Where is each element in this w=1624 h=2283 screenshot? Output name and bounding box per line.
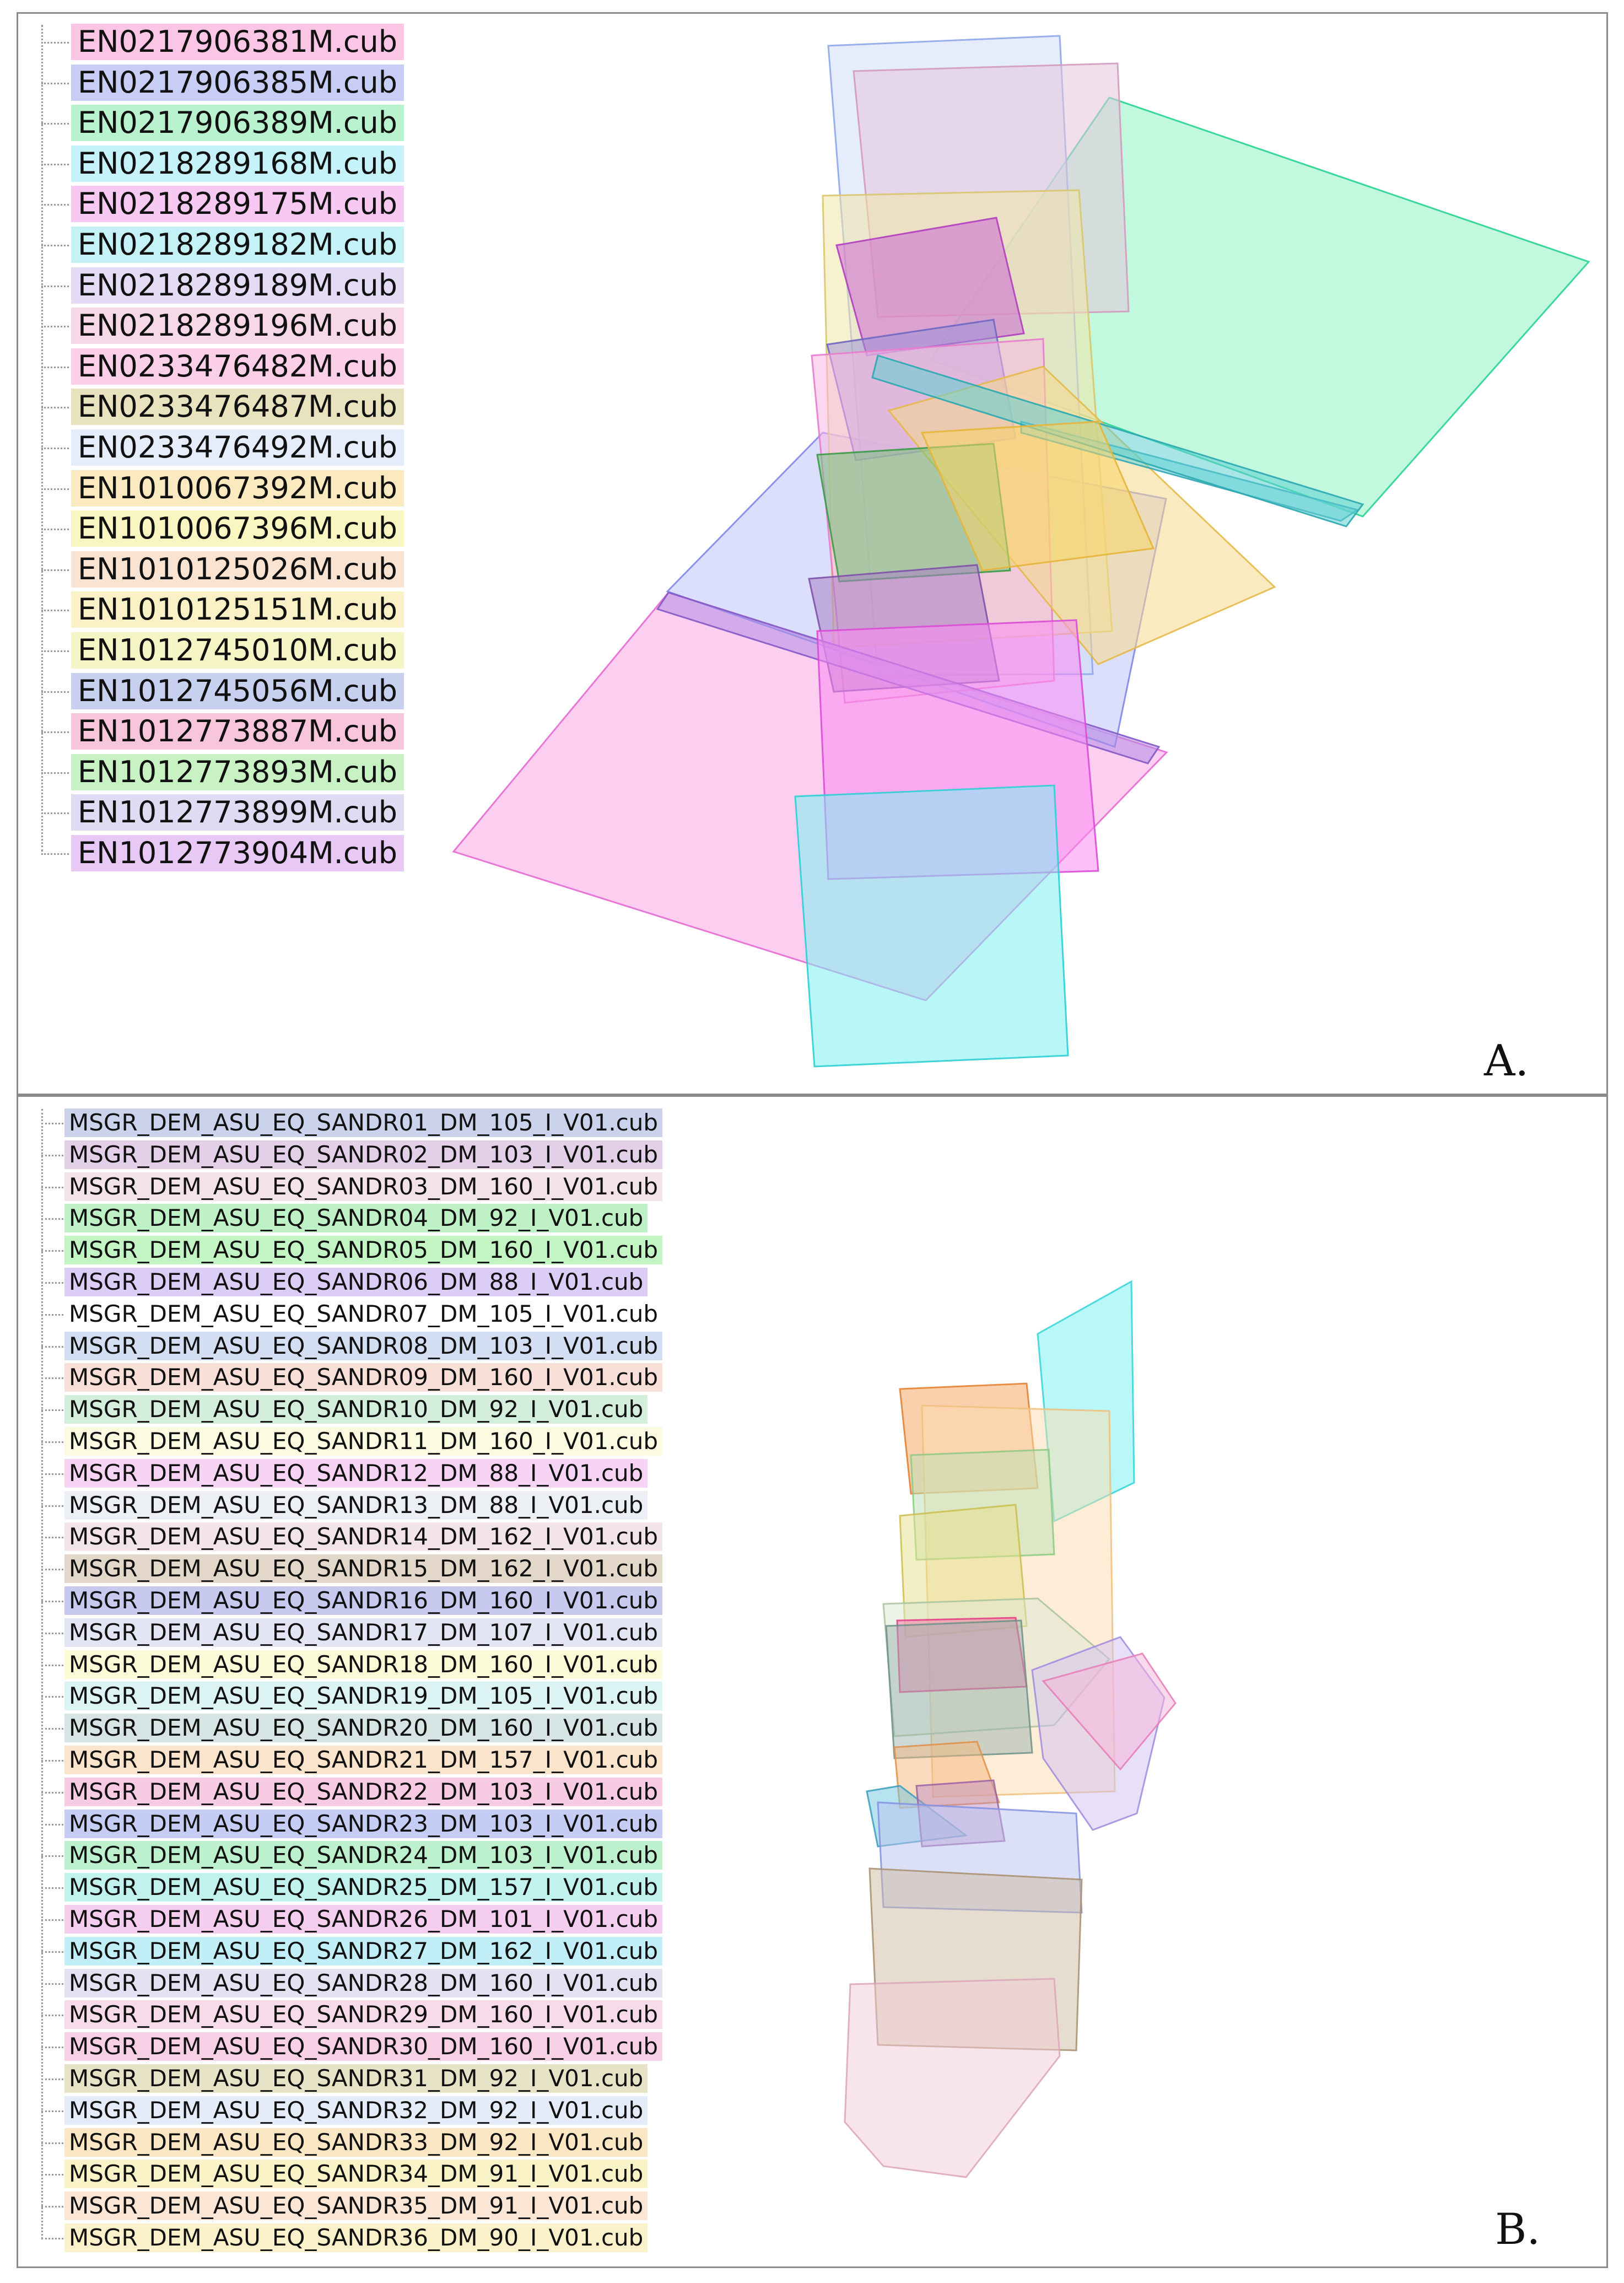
panel-label-b: B. — [1495, 2205, 1541, 2254]
file-label[interactable]: MSGR_DEM_ASU_EQ_SANDR20_DM_160_I_V01.cub — [64, 1714, 663, 1743]
tree-guide-line — [41, 25, 43, 852]
file-label[interactable]: MSGR_DEM_ASU_EQ_SANDR19_DM_105_I_V01.cub — [64, 1682, 663, 1711]
file-label[interactable]: MSGR_DEM_ASU_EQ_SANDR07_DM_105_I_V01.cub — [64, 1299, 663, 1328]
file-label[interactable]: EN0218289189M.cub — [71, 267, 404, 304]
file-label[interactable]: EN0217906381M.cub — [71, 24, 404, 60]
footprint-polygon — [844, 1978, 1061, 2178]
file-label[interactable]: MSGR_DEM_ASU_EQ_SANDR05_DM_160_I_V01.cub — [64, 1236, 663, 1265]
file-label[interactable]: EN0218289168M.cub — [71, 145, 404, 182]
footprint-view-panel-a: EN0217906381M.cub EN0217906385M.cub EN02… — [17, 12, 1608, 1095]
file-label[interactable]: EN1010067392M.cub — [71, 470, 404, 507]
file-label[interactable]: MSGR_DEM_ASU_EQ_SANDR28_DM_160_I_V01.cub — [64, 1968, 663, 1997]
footprint-polygon — [871, 354, 1364, 527]
footprint-group-a — [452, 35, 1590, 1068]
file-label[interactable]: MSGR_DEM_ASU_EQ_SANDR24_DM_103_I_V01.cub — [64, 1841, 663, 1870]
file-label[interactable]: MSGR_DEM_ASU_EQ_SANDR16_DM_160_I_V01.cub — [64, 1586, 663, 1615]
tree-guide-line — [41, 1109, 43, 2239]
file-label[interactable]: MSGR_DEM_ASU_EQ_SANDR35_DM_91_I_V01.cub — [64, 2192, 648, 2221]
file-label[interactable]: EN0218289175M.cub — [71, 186, 404, 223]
file-label[interactable]: MSGR_DEM_ASU_EQ_SANDR17_DM_107_I_V01.cub — [64, 1618, 663, 1647]
file-label[interactable]: MSGR_DEM_ASU_EQ_SANDR22_DM_103_I_V01.cub — [64, 1777, 663, 1806]
file-label[interactable]: MSGR_DEM_ASU_EQ_SANDR33_DM_92_I_V01.cub — [64, 2128, 648, 2157]
file-label[interactable]: MSGR_DEM_ASU_EQ_SANDR30_DM_160_I_V01.cub — [64, 2032, 663, 2061]
file-label[interactable]: MSGR_DEM_ASU_EQ_SANDR25_DM_157_I_V01.cub — [64, 1873, 663, 1902]
file-label[interactable]: MSGR_DEM_ASU_EQ_SANDR09_DM_160_I_V01.cub — [64, 1363, 663, 1392]
file-label[interactable]: MSGR_DEM_ASU_EQ_SANDR27_DM_162_I_V01.cub — [64, 1936, 663, 1966]
file-label[interactable]: MSGR_DEM_ASU_EQ_SANDR01_DM_105_I_V01.cub — [64, 1108, 663, 1137]
file-label[interactable]: EN1012773904M.cub — [71, 834, 404, 871]
file-label[interactable]: MSGR_DEM_ASU_EQ_SANDR12_DM_88_I_V01.cub — [64, 1458, 648, 1488]
footprint-canvas-b[interactable] — [18, 1097, 1608, 2268]
file-label[interactable]: MSGR_DEM_ASU_EQ_SANDR14_DM_162_I_V01.cub — [64, 1522, 663, 1552]
file-label[interactable]: EN1010125151M.cub — [71, 591, 404, 628]
file-label[interactable]: EN0233476482M.cub — [71, 348, 404, 385]
file-label[interactable]: EN0233476492M.cub — [71, 429, 404, 466]
footprint-polygon — [920, 421, 1155, 572]
panel-label-a: A. — [1484, 1036, 1529, 1086]
file-label[interactable]: MSGR_DEM_ASU_EQ_SANDR10_DM_92_I_V01.cub — [64, 1395, 648, 1424]
footprint-polygon — [1042, 1652, 1177, 1771]
file-label[interactable]: EN1012773887M.cub — [71, 713, 404, 750]
file-label[interactable]: EN1010125026M.cub — [71, 551, 404, 588]
file-label[interactable]: EN1012745010M.cub — [71, 632, 404, 669]
file-label[interactable]: MSGR_DEM_ASU_EQ_SANDR21_DM_157_I_V01.cub — [64, 1745, 663, 1774]
footprint-view-panel-b: MSGR_DEM_ASU_EQ_SANDR01_DM_105_I_V01.cub… — [17, 1095, 1608, 2268]
file-label[interactable]: MSGR_DEM_ASU_EQ_SANDR31_DM_92_I_V01.cub — [64, 2064, 648, 2093]
footprint-canvas-a[interactable] — [18, 14, 1608, 1095]
file-label[interactable]: MSGR_DEM_ASU_EQ_SANDR02_DM_103_I_V01.cub — [64, 1140, 663, 1169]
file-label[interactable]: MSGR_DEM_ASU_EQ_SANDR34_DM_91_I_V01.cub — [64, 2160, 648, 2189]
file-label[interactable]: MSGR_DEM_ASU_EQ_SANDR11_DM_160_I_V01.cub — [64, 1426, 663, 1456]
footprint-polygon — [885, 1619, 1033, 1759]
file-label[interactable]: MSGR_DEM_ASU_EQ_SANDR06_DM_88_I_V01.cub — [64, 1267, 648, 1296]
footprint-group-b — [844, 1280, 1177, 2178]
file-label[interactable]: EN1012773899M.cub — [71, 794, 404, 831]
file-label[interactable]: MSGR_DEM_ASU_EQ_SANDR36_DM_90_I_V01.cub — [64, 2223, 648, 2252]
file-label[interactable]: EN1012745056M.cub — [71, 672, 404, 709]
file-label[interactable]: MSGR_DEM_ASU_EQ_SANDR15_DM_162_I_V01.cub — [64, 1554, 663, 1584]
file-label[interactable]: EN0217906389M.cub — [71, 105, 404, 142]
file-label[interactable]: MSGR_DEM_ASU_EQ_SANDR18_DM_160_I_V01.cub — [64, 1650, 663, 1679]
file-label[interactable]: MSGR_DEM_ASU_EQ_SANDR32_DM_92_I_V01.cub — [64, 2096, 648, 2125]
file-label[interactable]: EN0218289196M.cub — [71, 308, 404, 344]
file-label[interactable]: EN0218289182M.cub — [71, 226, 404, 263]
footprint-polygon — [794, 784, 1069, 1068]
footprint-polygon — [835, 217, 1025, 357]
file-label[interactable]: MSGR_DEM_ASU_EQ_SANDR04_DM_92_I_V01.cub — [64, 1204, 648, 1233]
file-label[interactable]: MSGR_DEM_ASU_EQ_SANDR29_DM_160_I_V01.cub — [64, 2000, 663, 2029]
file-label[interactable]: EN1012773893M.cub — [71, 753, 404, 790]
file-label[interactable]: EN0217906385M.cub — [71, 64, 404, 101]
file-label[interactable]: MSGR_DEM_ASU_EQ_SANDR03_DM_160_I_V01.cub — [64, 1172, 663, 1201]
file-label[interactable]: MSGR_DEM_ASU_EQ_SANDR23_DM_103_I_V01.cub — [64, 1809, 663, 1838]
file-label[interactable]: EN0233476487M.cub — [71, 389, 404, 426]
file-label[interactable]: EN1010067396M.cub — [71, 510, 404, 547]
file-label[interactable]: MSGR_DEM_ASU_EQ_SANDR26_DM_101_I_V01.cub — [64, 1904, 663, 1934]
file-label[interactable]: MSGR_DEM_ASU_EQ_SANDR13_DM_88_I_V01.cub — [64, 1490, 648, 1520]
file-label[interactable]: MSGR_DEM_ASU_EQ_SANDR08_DM_103_I_V01.cub — [64, 1331, 663, 1360]
